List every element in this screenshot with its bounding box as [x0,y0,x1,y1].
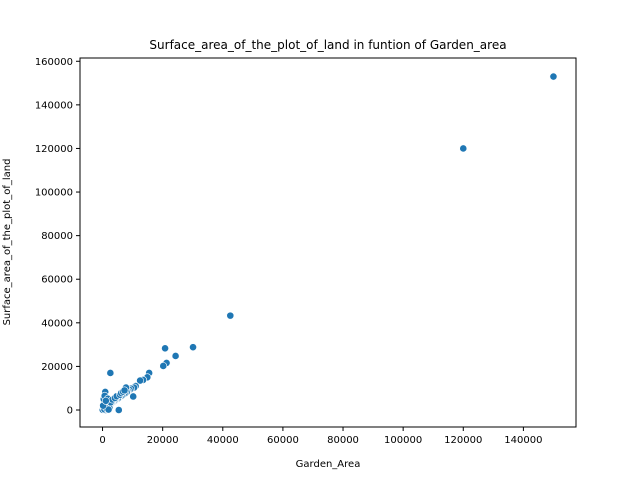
data-point [129,392,138,401]
x-tick-label: 0 [99,435,105,446]
x-tick-label: 140000 [504,435,542,446]
y-tick-label: 160000 [35,57,73,68]
data-point [159,362,168,370]
x-tick-label: 20000 [147,435,179,446]
chart-title: Surface_area_of_the_plot_of_land in funt… [149,38,506,52]
data-point [101,396,110,405]
data-point [136,376,145,385]
y-tick-label: 120000 [35,144,73,155]
data-point [114,406,123,414]
data-point [106,369,115,377]
y-tick-label: 60000 [41,275,73,286]
data-point [459,144,468,153]
y-tick-label: 80000 [41,231,73,242]
x-tick-label: 40000 [207,435,239,446]
y-tick-label: 40000 [41,318,73,329]
data-point [104,405,113,414]
data-point [171,352,180,360]
y-axis-label: Surface_area_of_the_plot_of_land [2,159,13,326]
x-tick-label: 100000 [384,435,422,446]
y-tick-label: 140000 [35,100,73,111]
y-axis: 0 20000 40000 60000 80000 100000 120000 140000 1… [35,57,80,416]
x-tick-label: 120000 [444,435,482,446]
x-axis: 0 20000 40000 60000 80000 100000 120000 140000 [99,427,542,446]
data-point [161,344,169,353]
x-axis-label: Garden_Area [296,459,361,470]
y-tick-label: 20000 [41,362,73,373]
axes-frame [79,57,577,428]
data-point [226,311,235,320]
y-tick-label: 100000 [35,188,73,199]
data-point [120,386,129,395]
x-tick-label: 60000 [267,435,299,446]
x-tick-label: 80000 [327,435,359,446]
data-point [189,343,197,352]
data-points [98,72,558,414]
y-tick-label: 0 [67,405,73,416]
data-point [549,72,558,81]
